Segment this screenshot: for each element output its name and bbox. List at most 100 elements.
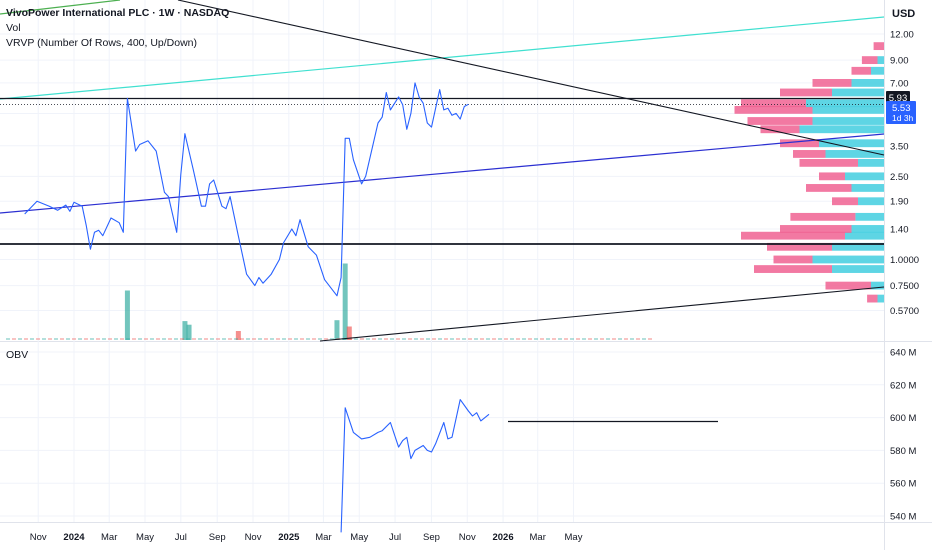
- symbol-title[interactable]: VivoPower International PLC · 1W · NASDA…: [6, 7, 230, 19]
- vrvp-down-bar: [767, 242, 832, 251]
- volume-bar: [576, 338, 580, 340]
- volume-bar: [90, 338, 94, 340]
- volume-bar: [124, 290, 130, 340]
- volume-bar: [546, 338, 550, 340]
- volume-legend[interactable]: Vol: [6, 22, 21, 34]
- volume-bar: [582, 338, 586, 340]
- vrvp-up-bar: [812, 255, 884, 264]
- price-tick-label: 0.5700: [890, 306, 919, 317]
- volume-bar: [474, 338, 478, 340]
- vrvp-down-bar: [780, 88, 832, 97]
- volume-bar: [182, 321, 188, 340]
- price-tick-label: 1.40: [890, 224, 909, 235]
- volume-bar: [384, 338, 388, 340]
- vrvp-legend[interactable]: VRVP (Number Of Rows, 400, Up/Down): [6, 37, 198, 49]
- volume-bar: [258, 338, 262, 340]
- time-tick-label: May: [565, 532, 583, 543]
- volume-bar: [306, 338, 310, 340]
- vrvp-up-bar: [871, 281, 884, 290]
- vrvp-down-bar: [851, 66, 871, 75]
- time-tick-label: 2024: [63, 532, 85, 543]
- volume-bar: [235, 331, 241, 340]
- vrvp-up-bar: [825, 150, 884, 158]
- volume-bar: [528, 338, 532, 340]
- volume-bar: [510, 338, 514, 340]
- vrvp-down-bar: [867, 294, 878, 303]
- volume-bar: [588, 338, 592, 340]
- volume-bar: [480, 338, 484, 340]
- last-price-text: 5.53: [892, 103, 911, 114]
- price-tick-label: 7.00: [890, 78, 909, 89]
- volume-bar: [396, 338, 400, 340]
- obv-series: [340, 399, 490, 533]
- volume-bar: [408, 338, 412, 340]
- vrvp-up-bar: [851, 225, 884, 233]
- time-tick-label: Jul: [175, 532, 187, 543]
- volume-bar: [348, 338, 352, 340]
- volume-bar: [60, 338, 64, 340]
- volume-bar: [372, 338, 376, 340]
- volume-bar: [126, 338, 130, 340]
- volume-bar: [42, 338, 46, 340]
- vrvp-up-bar: [845, 172, 884, 181]
- volume-bar: [432, 338, 436, 340]
- volume-bar: [354, 338, 358, 340]
- obv-legend[interactable]: OBV: [6, 349, 29, 361]
- volume-bar: [282, 338, 286, 340]
- volume-bar: [438, 338, 442, 340]
- volume-bar: [54, 338, 58, 340]
- volume-bar: [414, 338, 418, 340]
- volume-bar: [294, 338, 298, 340]
- volume-bar: [18, 338, 22, 340]
- vrvp-down-bar: [754, 265, 832, 273]
- volume-bar: [198, 338, 202, 340]
- obv-tick-label: 640 M: [890, 348, 916, 359]
- volume-bar: [318, 338, 322, 340]
- vrvp-up-bar: [851, 79, 884, 87]
- vrvp-up-bar: [819, 139, 884, 148]
- volume-bar: [204, 338, 208, 340]
- volume-bar: [300, 338, 304, 340]
- volume-bar: [330, 338, 334, 340]
- volume-bar: [486, 338, 490, 340]
- vrvp-down-bar: [832, 197, 858, 206]
- obv-line: [340, 399, 490, 533]
- volume-bar: [252, 338, 256, 340]
- time-tick-label: May: [350, 532, 368, 543]
- trendline-drawings[interactable]: [0, 0, 885, 423]
- obv-tick-label: 620 M: [890, 380, 916, 391]
- vrvp-up-bar: [858, 197, 884, 206]
- volume-bar: [174, 338, 178, 340]
- vrvp-up-bar: [851, 184, 884, 192]
- volume-bar: [558, 338, 562, 340]
- volume-bar: [402, 338, 406, 340]
- trendline-blue: [0, 133, 885, 214]
- volume-bar: [84, 338, 88, 340]
- volume-bar: [228, 338, 232, 340]
- volume-bar: [618, 338, 622, 340]
- volume-bar: [522, 338, 526, 340]
- trendline-descending: [177, 0, 885, 156]
- volume-bar: [444, 338, 448, 340]
- vrvp-up-bar: [812, 117, 884, 125]
- time-tick-label: Nov: [245, 532, 262, 543]
- volume-bar: [240, 338, 244, 340]
- volume-bar: [246, 338, 250, 340]
- vrvp-down-bar: [825, 281, 871, 290]
- volume-bar: [378, 338, 382, 340]
- time-tick-label: May: [136, 532, 154, 543]
- vrvp-up-bar: [855, 212, 884, 221]
- volume-bar: [648, 338, 652, 340]
- currency-label[interactable]: USD: [892, 8, 916, 20]
- obv-tick-label: 600 M: [890, 413, 916, 424]
- volume-bar: [138, 338, 142, 340]
- volume-bar: [72, 338, 76, 340]
- volume-bar: [150, 338, 154, 340]
- vrvp-down-bar: [819, 172, 845, 181]
- volume-bar: [144, 338, 148, 340]
- vrvp-down-bar: [780, 225, 852, 233]
- volume-bar: [186, 324, 192, 340]
- volume-bar: [114, 338, 118, 340]
